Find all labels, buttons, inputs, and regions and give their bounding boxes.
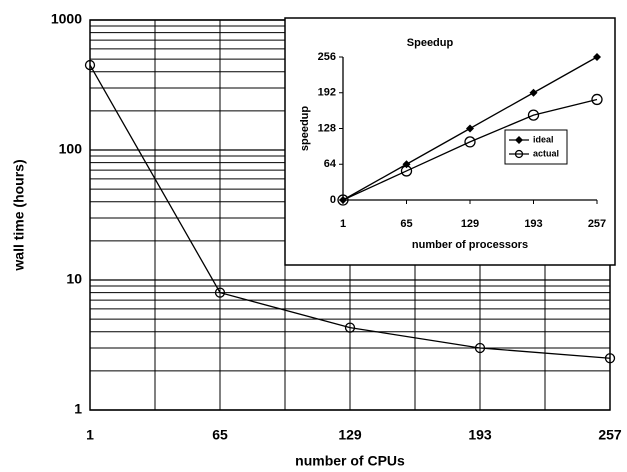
- x-tick-label: 1: [86, 427, 94, 443]
- y-tick-label: 1000: [51, 11, 82, 27]
- x-tick-label: 257: [588, 218, 606, 230]
- legend-box: [504, 129, 568, 165]
- y-tick-label: 64: [324, 158, 337, 170]
- data-point: [604, 353, 616, 364]
- x-tick-label: 65: [400, 218, 412, 230]
- legend-marker: [514, 149, 524, 159]
- inset-chart: Speedup 0 64 128 192 256 1 65 129 193 257 number of…: [284, 17, 616, 266]
- legend-label: actual: [533, 148, 559, 158]
- data-point: [214, 287, 226, 298]
- x-tick-label: 193: [468, 427, 492, 443]
- data-point: [84, 59, 96, 71]
- data-point: [464, 136, 476, 148]
- data-line: [89, 64, 611, 359]
- y-tick-label: 1: [74, 401, 82, 417]
- data-point: [527, 109, 540, 121]
- x-axis-label: number of processors: [412, 239, 528, 251]
- y-tick-label: 0: [330, 194, 336, 206]
- x-tick-label: 65: [212, 427, 228, 443]
- data-point: [466, 124, 474, 133]
- y-tick-label: 100: [59, 141, 83, 157]
- y-tick-label: 10: [66, 271, 82, 287]
- y-axis-label: wall time (hours): [11, 159, 27, 271]
- y-tick-label: 128: [318, 122, 336, 134]
- data-point: [344, 322, 356, 333]
- x-tick-label: 257: [598, 427, 622, 443]
- x-tick-label: 1: [340, 218, 346, 230]
- x-tick-label: 193: [524, 218, 542, 230]
- x-axis-label: number of CPUs: [295, 453, 405, 469]
- data-point: [591, 93, 603, 106]
- data-line: [342, 98, 598, 201]
- data-point: [400, 165, 413, 177]
- data-point: [474, 342, 486, 354]
- data-point: [593, 53, 601, 61]
- data-point: [337, 194, 349, 206]
- data-point: [529, 88, 538, 97]
- inset-title: Speedup: [407, 37, 454, 49]
- legend-marker: [515, 136, 523, 144]
- x-tick-label: 129: [338, 427, 362, 443]
- legend-label: ideal: [533, 134, 554, 144]
- x-tick-label: 129: [461, 218, 479, 230]
- y-axis-label: speedup: [299, 106, 311, 152]
- y-tick-label: 256: [318, 51, 336, 63]
- y-tick-label: 192: [318, 87, 336, 99]
